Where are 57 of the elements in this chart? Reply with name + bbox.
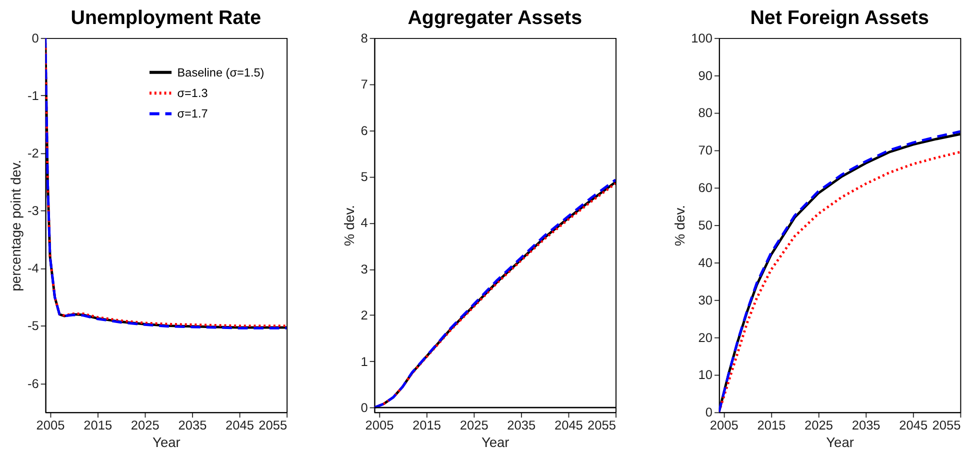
y-axis-title: % dev. (342, 205, 357, 246)
y-tick-label: 100 (691, 30, 713, 46)
x-tick-label: 2055 (932, 417, 961, 432)
x-tick-label: 2045 (226, 417, 254, 432)
y-axis-title: % dev. (672, 205, 688, 246)
y-tick-label: 3 (360, 261, 368, 276)
x-axis-title: Year (826, 435, 854, 450)
legend-label: Baseline (σ=1.5) (177, 65, 264, 80)
y-tick-label: -6 (28, 376, 39, 391)
y-tick-label: -1 (28, 88, 39, 103)
y-tick-label: 10 (698, 367, 713, 382)
y-tick-label: 6 (360, 122, 368, 138)
y-axis-title: percentage point dev. (8, 160, 24, 292)
y-tick-label: 0 (705, 404, 713, 420)
y-tick-label: 80 (698, 105, 713, 120)
chart-title: Unemployment Rate (70, 7, 262, 30)
x-tick-label: 2015 (757, 417, 786, 432)
x-tick-label: 2015 (84, 417, 112, 432)
y-tick-label: -3 (28, 203, 39, 218)
y-tick-label: 40 (698, 254, 713, 270)
y-tick-label: 30 (698, 292, 713, 308)
y-tick-label: 4 (360, 215, 368, 230)
x-tick-label: 2035 (507, 417, 536, 432)
x-tick-label: 2035 (852, 417, 880, 432)
y-tick-label: -2 (28, 146, 39, 161)
x-tick-label: 2055 (588, 417, 616, 432)
x-tick-label: 2025 (804, 417, 833, 432)
y-tick-label: 20 (698, 330, 713, 345)
chart-title: Aggregater Assets (408, 7, 582, 30)
x-tick-label: 2025 (130, 417, 160, 432)
x-tick-label: 2005 (365, 417, 394, 432)
y-tick-label: 0 (32, 30, 39, 46)
chart-title: Net Foreign Assets (750, 7, 929, 30)
x-tick-label: 2015 (412, 417, 441, 432)
legend-label: σ=1.7 (177, 106, 208, 121)
y-tick-label: 90 (698, 68, 713, 83)
x-tick-label: 2055 (258, 417, 288, 432)
legend-label: σ=1.3 (177, 86, 208, 100)
y-tick-label: -4 (28, 260, 39, 276)
y-tick-label: 5 (360, 168, 368, 184)
x-axis-title: Year (152, 435, 181, 450)
x-tick-label: 2005 (36, 417, 65, 432)
y-tick-label: 1 (360, 354, 368, 369)
x-tick-label: 2005 (710, 417, 738, 432)
y-tick-label: 2 (360, 308, 368, 323)
y-tick-label: 60 (698, 180, 713, 196)
y-tick-label: 50 (698, 217, 713, 232)
y-tick-label: -5 (28, 318, 39, 334)
x-tick-label: 2045 (899, 417, 928, 432)
y-tick-label: 8 (360, 30, 368, 46)
x-axis-title: Year (481, 435, 510, 450)
x-tick-label: 2035 (178, 417, 207, 432)
y-tick-label: 7 (360, 76, 368, 92)
x-tick-label: 2025 (460, 417, 488, 432)
x-tick-label: 2045 (554, 417, 583, 432)
y-tick-label: 70 (698, 142, 713, 158)
y-tick-label: 0 (360, 400, 368, 415)
